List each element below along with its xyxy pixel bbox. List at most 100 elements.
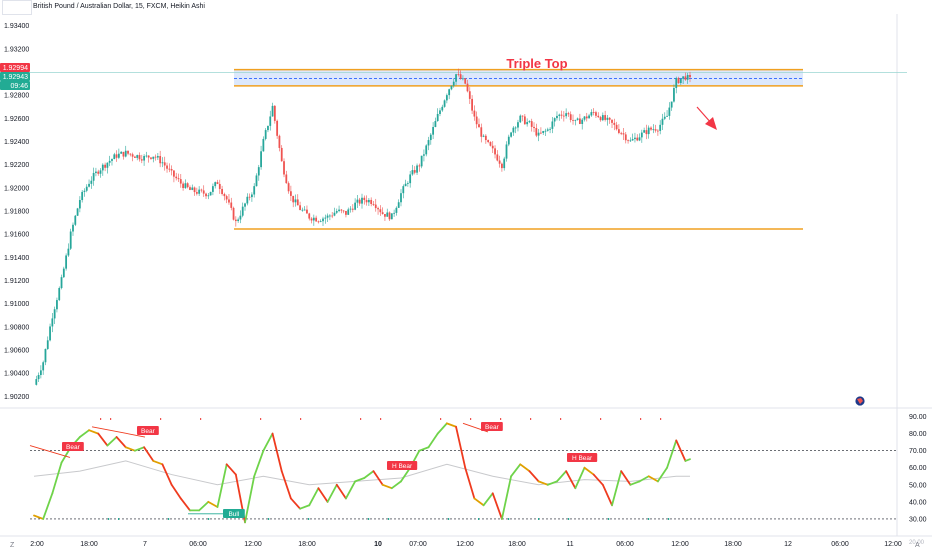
candle-body (650, 127, 652, 130)
time-tick-label: 12 (784, 541, 792, 548)
candle-body (78, 200, 81, 209)
candle-body (624, 134, 627, 141)
candle-body (216, 182, 219, 184)
candle-body (656, 130, 659, 132)
candle-body (131, 154, 134, 157)
candle-body (473, 110, 476, 117)
time-tick-label: 06:00 (831, 541, 849, 548)
price-y-axis[interactable]: 1.93400 1.93200 1.92800 1.92600 1.92400 1.922… (4, 23, 29, 401)
bearish-arrow-head (705, 117, 717, 130)
candle-body (237, 219, 240, 222)
candle-body (345, 210, 347, 215)
candle-body (505, 144, 508, 159)
candle-body (276, 120, 279, 136)
osc-fast-segment (464, 466, 476, 500)
osc-fast-segment (33, 514, 45, 520)
candle-body (510, 132, 512, 137)
candle-body (579, 118, 581, 124)
osc-fast-segment (620, 470, 632, 486)
osc-fast-segment (106, 436, 118, 447)
candle-body (306, 209, 308, 214)
price-tick-label: 1.92000 (4, 185, 29, 192)
candle-body (464, 78, 467, 84)
osc-fast-segment (400, 466, 412, 483)
oscillator-panel[interactable]: 90.00 80.00 70.00 60.00 50.00 40.00 30.00 20.00… (29, 414, 927, 546)
candle-body (246, 196, 249, 204)
osc-marker (640, 418, 642, 420)
candle-body (42, 362, 45, 371)
candle-body (684, 76, 687, 80)
osc-marker (200, 418, 202, 420)
symbol-logo-box[interactable] (2, 0, 32, 15)
candle-body (209, 191, 212, 196)
corner-left-label[interactable]: Z (10, 542, 15, 549)
candle-body (425, 145, 428, 155)
time-x-axis[interactable]: 2:00 18:00 7 06:00 12:00 18:00 10 07:00 12:00 18:… (30, 541, 902, 548)
candle-body (267, 125, 269, 131)
osc-fast-segment (244, 475, 256, 524)
resistance-zone[interactable] (30, 68, 907, 230)
osc-marker (208, 518, 210, 520)
candle-body (501, 163, 503, 169)
candle-body (523, 116, 526, 125)
candle-body (205, 193, 207, 197)
osc-fast-segment (528, 470, 540, 483)
candle-body (576, 118, 579, 120)
candle-body (611, 119, 613, 123)
candle-body (361, 197, 363, 204)
time-tick-label: 07:00 (409, 541, 427, 548)
time-tick-label: 12:00 (456, 541, 474, 548)
candle-body (223, 193, 226, 197)
osc-fast-segment (427, 432, 439, 449)
candle-body (457, 74, 460, 75)
last-price-text: 09:46 (10, 83, 28, 90)
osc-fast-segment (115, 436, 127, 449)
candle-body (395, 207, 398, 213)
candle-body (439, 110, 441, 114)
time-tick-label: 06:00 (616, 541, 634, 548)
candle-body (666, 115, 668, 117)
candle-body (675, 77, 678, 89)
candle-body (322, 218, 324, 222)
candle-body (58, 288, 61, 301)
corner-right-label[interactable]: A (915, 542, 920, 549)
globe-icon[interactable] (854, 395, 866, 407)
candle-body (400, 193, 402, 203)
signal-badge-bear (387, 461, 418, 470)
osc-fast-segment (638, 475, 650, 483)
candle-body (638, 137, 641, 141)
candle-body (406, 183, 409, 184)
candle-body (173, 170, 175, 177)
time-tick-label: 18:00 (508, 541, 526, 548)
candle-body (443, 100, 446, 107)
candle-body (599, 117, 602, 121)
candle-body (264, 130, 267, 139)
candle-body (122, 151, 125, 157)
time-tick-label: 2:00 (30, 541, 44, 548)
candle-body (184, 183, 187, 189)
candle-body (106, 162, 109, 168)
candle-body (565, 113, 568, 117)
candle-body (411, 170, 414, 175)
candle-body (90, 180, 93, 184)
candle-body (260, 151, 262, 168)
last-price-text: 1.92943 (3, 74, 28, 81)
time-tick-label: 18:00 (80, 541, 98, 548)
candle-body (544, 130, 547, 132)
signal-badge-bear (62, 442, 84, 451)
candle-body (120, 151, 123, 154)
candle-body (645, 130, 648, 135)
candle-body (379, 209, 382, 213)
candle-body (528, 121, 531, 123)
triple-top-label: Triple Top (506, 56, 567, 71)
candle-body (239, 215, 242, 220)
osc-fast-segment (491, 492, 503, 520)
osc-tick-label: 50.00 (909, 482, 927, 489)
osc-marker (260, 418, 262, 420)
candle-body (393, 212, 396, 214)
osc-marker (160, 418, 162, 420)
candle-body (280, 147, 283, 162)
candle-body (221, 188, 223, 194)
candle-body (202, 190, 205, 194)
